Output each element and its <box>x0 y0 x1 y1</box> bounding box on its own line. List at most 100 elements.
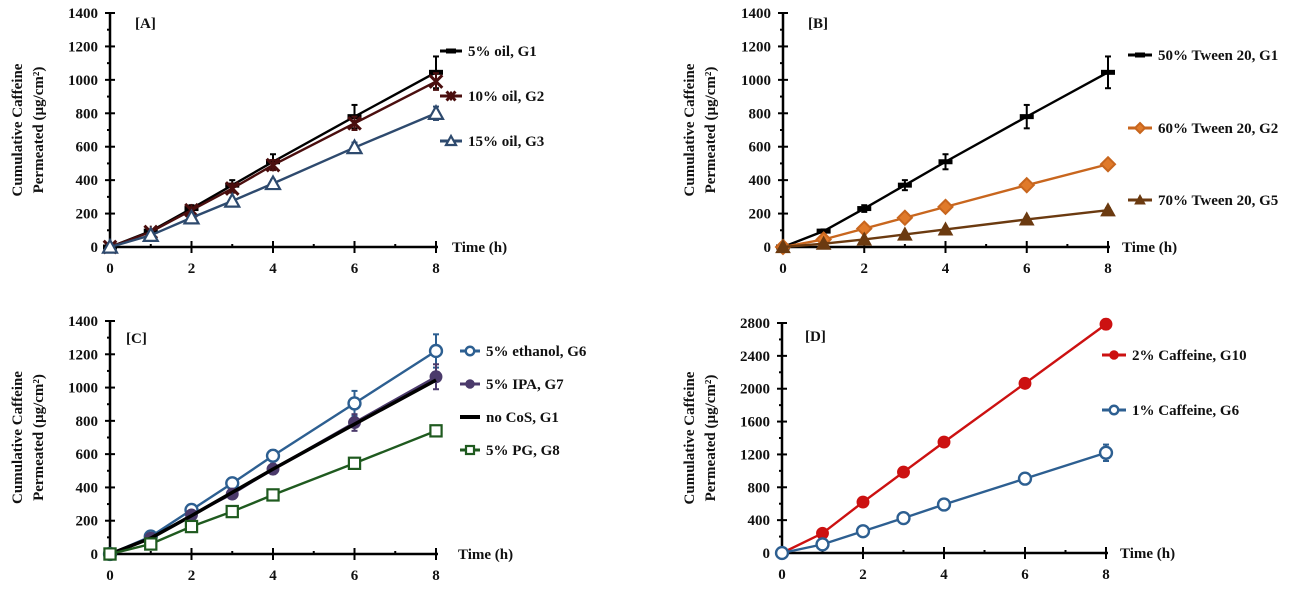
y-axis-label: Permeated (µg/cm²) <box>31 374 47 501</box>
data-point <box>428 343 444 359</box>
data-point <box>938 159 953 165</box>
panel-label: [D] <box>805 329 826 345</box>
panel-label: [C] <box>126 331 147 347</box>
x-axis-label: Time (h) <box>452 240 507 256</box>
y-tick-label: 1000 <box>741 73 771 89</box>
legend-label: 1% Caffeine, G6 <box>1132 403 1240 419</box>
y-axis-label: Permeated (µg/cm²) <box>31 67 47 194</box>
panel-label: [B] <box>808 16 828 32</box>
data-point <box>1098 445 1114 460</box>
data-point <box>856 231 873 246</box>
data-point <box>897 182 912 188</box>
data-point <box>1018 211 1035 226</box>
series-1 <box>103 55 443 250</box>
data-point <box>936 497 952 512</box>
data-point <box>1100 202 1116 217</box>
y-tick-label: 600 <box>749 140 772 156</box>
series-1 <box>776 55 1115 250</box>
y-axis-label: Cumulative Caffeine <box>10 371 26 504</box>
data-point <box>897 465 910 479</box>
data-point <box>1019 114 1034 120</box>
legend-marker <box>464 345 476 357</box>
y-tick-label: 600 <box>76 447 99 463</box>
legend-marker <box>1134 193 1146 205</box>
legend-item: 50% Tween 20, G1 <box>1128 48 1278 64</box>
legend-marker <box>464 444 476 456</box>
y-tick-label: 200 <box>76 514 99 530</box>
y-tick-label: 1200 <box>740 447 770 463</box>
legend-label: 5% oil, G1 <box>468 44 537 60</box>
legend-label: 5% ethanol, G6 <box>486 344 587 360</box>
data-point <box>857 206 872 212</box>
y-tick-label: 0 <box>91 547 99 563</box>
x-tick-label: 2 <box>188 568 196 584</box>
x-tick-label: 6 <box>351 261 359 277</box>
x-tick-label: 8 <box>1102 567 1110 583</box>
x-tick-label: 0 <box>106 261 114 277</box>
legend-marker <box>445 90 457 102</box>
legend: 50% Tween 20, G1 60% Tween 20, G2 70% Twee… <box>1128 48 1278 209</box>
legend-item: 60% Tween 20, G2 <box>1128 121 1278 137</box>
legend-item: 1% Caffeine, G6 <box>1102 403 1240 419</box>
y-tick-label: 1400 <box>68 6 98 22</box>
series-1 <box>775 317 1113 560</box>
y-tick-label: 400 <box>76 173 99 189</box>
x-tick-label: 4 <box>942 261 950 277</box>
data-point <box>815 235 832 250</box>
data-point <box>1018 176 1036 194</box>
legend-item: 5% PG, G8 <box>460 443 560 459</box>
legend-item: 5% IPA, G7 <box>460 377 564 393</box>
legend-marker <box>1135 52 1145 58</box>
data-point <box>266 488 280 502</box>
chart-panel-a: 0 200 400 600 800 1000 1200 1400 0 2 4 6 8 Time (h) Cu… <box>10 6 544 277</box>
legend-item: 10% oil, G2 <box>440 89 544 105</box>
series-2 <box>774 443 1114 561</box>
legend-item: 5% oil, G1 <box>440 44 537 60</box>
legend: 5% ethanol, G6 5% IPA, G7 no CoS, G1 5% PG,… <box>460 344 587 459</box>
x-tick-label: 0 <box>778 567 786 583</box>
data-point <box>855 524 871 539</box>
x-tick-label: 8 <box>432 568 440 584</box>
y-tick-label: 1000 <box>68 73 98 89</box>
y-tick-label: 400 <box>76 480 99 496</box>
data-point <box>264 174 282 191</box>
legend-item: 5% ethanol, G6 <box>460 344 587 360</box>
data-point <box>1099 155 1117 173</box>
x-tick-label: 4 <box>940 567 948 583</box>
legend-marker <box>465 379 475 389</box>
legend-marker <box>444 133 458 147</box>
y-tick-label: 0 <box>763 546 771 562</box>
data-point <box>182 208 201 225</box>
x-tick-label: 2 <box>188 261 196 277</box>
legend-item: no CoS, G1 <box>460 410 559 426</box>
data-point <box>225 476 240 491</box>
x-tick-label: 0 <box>779 261 787 277</box>
legend-label: 70% Tween 20, G5 <box>1158 193 1278 209</box>
series-2 <box>102 72 444 255</box>
legend-marker <box>1108 404 1120 416</box>
legend-label: 50% Tween 20, G1 <box>1158 48 1278 64</box>
data-point <box>896 510 911 526</box>
x-tick-label: 6 <box>1023 261 1031 277</box>
legend-label: 15% oil, G3 <box>468 134 544 150</box>
legend-label: 5% IPA, G7 <box>486 377 564 393</box>
x-tick-label: 6 <box>351 568 359 584</box>
legend-item: 15% oil, G3 <box>440 133 544 150</box>
chart-panel-b: 0 200 400 600 800 1000 1200 1400 0 2 4 6 8 Time (h) Cu… <box>682 6 1278 277</box>
y-tick-label: 400 <box>748 513 771 529</box>
series-3 <box>101 104 445 254</box>
data-point <box>347 456 362 470</box>
chart-panel-c: 0 200 400 600 800 1000 1200 1400 0 2 4 6 8 Time (h) Cu… <box>10 314 587 584</box>
data-point <box>265 157 281 173</box>
data-point <box>101 237 119 254</box>
y-tick-label: 1400 <box>68 314 98 330</box>
data-point <box>774 545 790 561</box>
y-axis-label: Cumulative Caffeine <box>10 63 26 196</box>
legend-item: 70% Tween 20, G5 <box>1128 193 1278 209</box>
y-tick-label: 2400 <box>740 349 770 365</box>
y-axis-label: Permeated (µg/cm²) <box>703 375 719 502</box>
y-tick-label: 1000 <box>68 381 98 397</box>
legend-marker <box>1133 121 1147 135</box>
data-point <box>223 191 242 208</box>
legend-item: 2% Caffeine, G10 <box>1102 348 1247 364</box>
